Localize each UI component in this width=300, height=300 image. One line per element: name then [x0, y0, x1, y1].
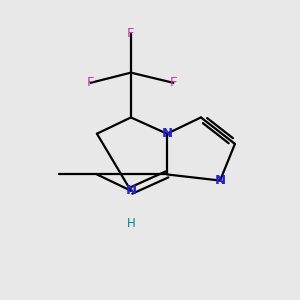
Text: F: F — [169, 76, 177, 89]
Text: N: N — [161, 127, 172, 140]
Text: H: H — [127, 217, 135, 230]
Text: N: N — [125, 184, 136, 197]
Text: F: F — [127, 28, 135, 40]
Text: F: F — [87, 76, 94, 89]
Text: N: N — [214, 174, 226, 187]
